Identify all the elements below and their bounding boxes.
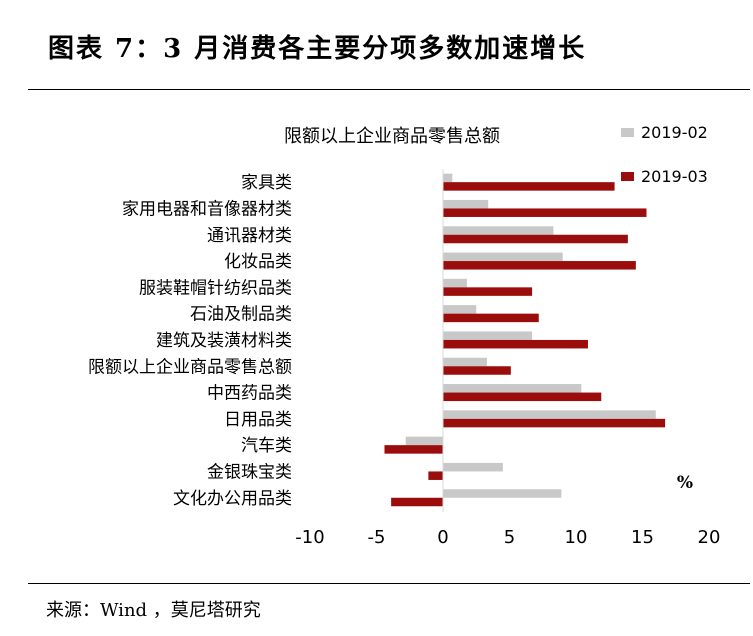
bar-mar-10 [384,445,443,454]
bar-feb-2 [443,226,554,235]
category-label: 日用品类 [224,410,292,430]
bar-feb-5 [443,305,477,314]
bar-mar-7 [443,366,511,375]
bar-feb-3 [443,252,563,262]
bar-mar-4 [443,287,533,296]
legend-label-1: 2019-03 [641,167,708,186]
unit-label: % [677,473,693,493]
bar-mar-5 [443,313,539,323]
bar-mar-11 [428,471,443,480]
category-label: 化妆品类 [224,252,292,272]
bar-mar-3 [443,261,636,270]
bar-feb-7 [443,357,487,367]
bar-feb-10 [405,436,443,446]
category-label: 金银珠宝类 [207,462,292,482]
x-tick-label: -5 [368,527,386,548]
x-axis: -10 -5 0 5 10 15 20 [295,527,720,548]
x-tick-label: -10 [295,527,324,548]
legend-label-0: 2019-02 [641,123,708,142]
bar-feb-1 [443,199,489,209]
legend-swatch-0 [621,128,634,137]
x-tick-label: 10 [565,527,588,548]
bar-feb-12 [443,489,562,498]
category-label: 建筑及装潢材料类 [156,331,292,351]
bar-feb-6 [443,331,533,340]
bar-feb-9 [443,410,656,419]
category-labels: 家具类家用电器和音像器材类通讯器材类化妆品类服装鞋帽针纺织品类石油及制品类建筑及… [88,173,292,509]
bar-feb-0 [443,173,453,183]
category-label: 通讯器材类 [207,226,292,246]
bar-mar-2 [443,234,628,244]
chart-title: 限额以上企业商品零售总额 [284,126,500,147]
x-tick-label: 20 [698,527,721,548]
x-tick-label: 5 [504,527,515,548]
bar-mar-6 [443,339,588,349]
bar-feb-8 [443,384,582,393]
category-label: 汽车类 [241,436,292,456]
category-label: 服装鞋帽针纺织品类 [139,278,292,298]
legend: 2019-02 2019-03 [621,123,708,186]
category-label: 家用电器和音像器材类 [122,199,292,219]
category-label: 文化办公用品类 [173,489,292,509]
bottom-rule [28,583,750,584]
bar-feb-4 [443,278,467,288]
bar-mar-12 [391,497,443,507]
x-tick-label: 0 [437,527,448,548]
bar-mar-1 [443,208,647,217]
x-tick-label: 15 [631,527,654,548]
top-rule [28,89,750,90]
bar-mar-9 [443,418,666,428]
figure-title: 图表 7：3 月消费各主要分项多数加速增长 [48,34,587,64]
bar-mar-8 [443,392,602,402]
bar-feb-11 [443,462,503,472]
category-label: 家具类 [241,173,292,193]
category-label: 中西药品类 [207,384,292,404]
legend-swatch-1 [621,172,634,181]
bars-group [384,169,666,512]
category-label: 限额以上企业商品零售总额 [88,357,292,377]
source-note: 来源：Wind ，莫尼塔研究 [46,600,261,621]
bar-mar-0 [443,182,615,191]
category-label: 石油及制品类 [190,305,292,325]
